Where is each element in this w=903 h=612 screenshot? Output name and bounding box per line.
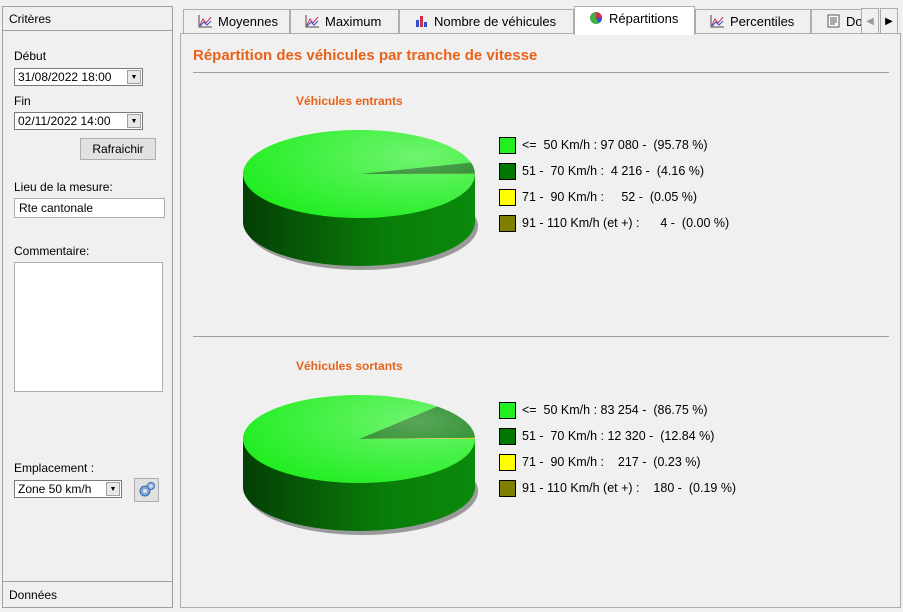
placement-value: Zone 50 km/h [18, 482, 92, 496]
legend-item: 91 - 110 Km/h (et +) : 4 - (0.00 %) [499, 214, 729, 232]
arrow-left-icon: ◀ [866, 15, 874, 27]
legend-item: 51 - 70 Km/h : 4 216 - (4.16 %) [499, 162, 704, 180]
tab-label: Nombre de véhicules [434, 14, 557, 29]
legend-swatch [499, 136, 516, 154]
legend-item: 91 - 110 Km/h (et +) : 180 - (0.19 %) [499, 479, 736, 497]
legend-text: 71 - 90 Km/h : 52 - (0.05 %) [522, 190, 698, 204]
pie-chart-sortants [243, 395, 478, 535]
legend-text: 71 - 90 Km/h : 217 - (0.23 %) [522, 455, 701, 469]
chart-title-entrants: Véhicules entrants [296, 94, 403, 108]
criteria-header: Critères [3, 7, 172, 31]
pie-highlight [243, 395, 475, 483]
tab-scroll-left-button[interactable]: ◀ [861, 8, 879, 34]
criteria-panel: Critères Début 31/08/2022 18:00 ▼ Fin 02… [2, 6, 173, 608]
tab-label: Répartitions [609, 11, 679, 26]
pie-chart-entrants [243, 130, 478, 270]
refresh-button[interactable]: Rafraichir [80, 138, 156, 160]
repartitions-panel: Répartition des véhicules par tranche de… [180, 33, 901, 608]
tab-maximum[interactable]: Maximum [290, 9, 399, 33]
legend-text: 91 - 110 Km/h (et +) : 4 - (0.00 %) [522, 216, 730, 230]
location-label: Lieu de la mesure: [14, 180, 113, 194]
tab-moyennes[interactable]: Moyennes [183, 9, 290, 33]
pie-chart-icon [590, 12, 602, 24]
tab-repartitions[interactable]: Répartitions [574, 6, 695, 35]
pie-side-shading [243, 174, 475, 266]
settings-button[interactable] [134, 478, 159, 502]
tab-nombre-vehicules[interactable]: Nombre de véhicules [399, 9, 574, 33]
start-date-value: 31/08/2022 18:00 [18, 70, 112, 84]
legend-swatch [499, 427, 516, 445]
end-label: Fin [14, 94, 31, 108]
arrow-right-icon: ▶ [885, 15, 893, 27]
line-chart-icon [198, 15, 212, 28]
comment-label: Commentaire: [14, 244, 90, 258]
end-date-combo[interactable]: 02/11/2022 14:00 ▼ [14, 112, 143, 130]
legend-swatch [499, 188, 516, 206]
tab-label: Maximum [325, 14, 382, 29]
legend-item: <= 50 Km/h : 83 254 - (86.75 %) [499, 401, 708, 419]
legend-item: <= 50 Km/h : 97 080 - (95.78 %) [499, 136, 708, 154]
pie-side-shading [243, 439, 475, 531]
tab-strip: Moyennes Maximum Nombre de véhicules Rép… [180, 6, 901, 35]
tab-label: Percentiles [730, 14, 795, 29]
title-divider [193, 72, 889, 73]
legend-text: <= 50 Km/h : 83 254 - (86.75 %) [522, 403, 708, 417]
gears-icon [139, 482, 155, 497]
location-field[interactable]: Rte cantonale [14, 198, 165, 218]
line-chart-icon [305, 15, 319, 28]
tab-percentiles[interactable]: Percentiles [695, 9, 811, 33]
legend-swatch [499, 214, 516, 232]
tab-scroll-right-button[interactable]: ▶ [880, 8, 898, 34]
legend-swatch [499, 401, 516, 419]
tab-documents[interactable]: Do [811, 9, 863, 33]
chevron-down-icon[interactable]: ▼ [127, 114, 141, 128]
data-footer: Données [3, 581, 172, 607]
start-label: Début [14, 49, 47, 63]
legend-text: 51 - 70 Km/h : 12 320 - (12.84 %) [522, 429, 715, 443]
placement-label: Emplacement : [14, 461, 95, 475]
document-icon [827, 14, 840, 28]
legend-swatch [499, 162, 516, 180]
bar-chart-icon [416, 16, 427, 27]
placement-combo[interactable]: Zone 50 km/h ▼ [14, 480, 122, 498]
legend-text: 91 - 110 Km/h (et +) : 180 - (0.19 %) [522, 481, 737, 495]
pie-highlight [243, 130, 475, 218]
main-area: Moyennes Maximum Nombre de véhicules Rép… [180, 6, 901, 608]
legend-text: 51 - 70 Km/h : 4 216 - (4.16 %) [522, 164, 705, 178]
line-chart-icon [710, 15, 724, 28]
comment-textarea[interactable] [14, 262, 163, 392]
tab-label: Do [846, 14, 863, 29]
chart-divider [193, 336, 889, 337]
tab-label: Moyennes [218, 14, 278, 29]
legend-item: 71 - 90 Km/h : 52 - (0.05 %) [499, 188, 697, 206]
chevron-down-icon[interactable]: ▼ [106, 482, 120, 496]
end-date-value: 02/11/2022 14:00 [18, 114, 111, 128]
chevron-down-icon[interactable]: ▼ [127, 70, 141, 84]
legend-swatch [499, 453, 516, 471]
legend-text: <= 50 Km/h : 97 080 - (95.78 %) [522, 138, 708, 152]
page-title: Répartition des véhicules par tranche de… [193, 47, 538, 64]
legend-item: 51 - 70 Km/h : 12 320 - (12.84 %) [499, 427, 714, 445]
chart-title-sortants: Véhicules sortants [296, 359, 403, 373]
start-date-combo[interactable]: 31/08/2022 18:00 ▼ [14, 68, 143, 86]
legend-item: 71 - 90 Km/h : 217 - (0.23 %) [499, 453, 701, 471]
legend-swatch [499, 479, 516, 497]
